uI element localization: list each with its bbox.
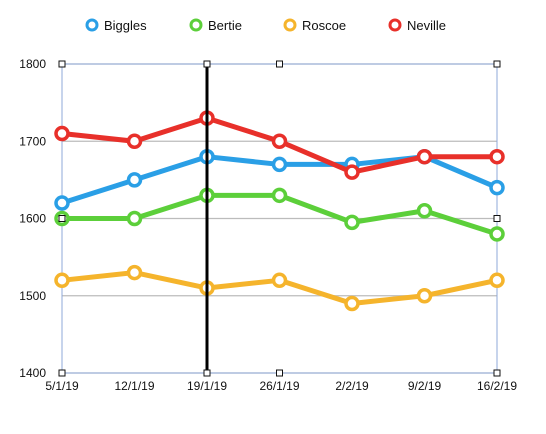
- resize-handle[interactable]: [203, 60, 211, 68]
- legend-item[interactable]: Bertie: [189, 18, 242, 33]
- y-tick-label: 1800: [19, 57, 46, 71]
- legend-label: Neville: [407, 18, 446, 33]
- selection-handles[interactable]: [58, 60, 501, 377]
- resize-handle[interactable]: [276, 369, 283, 377]
- data-point: [344, 164, 360, 180]
- legend-label: Biggles: [104, 18, 147, 33]
- y-tick-label: 1500: [19, 289, 46, 303]
- x-tick-label: 2/2/19: [335, 379, 369, 393]
- data-point: [126, 133, 143, 149]
- data-point: [416, 203, 433, 219]
- data-point: [271, 272, 288, 289]
- y-tick-label: 1600: [19, 212, 46, 226]
- x-tick-label: 9/2/19: [408, 379, 442, 393]
- x-tick-label: 5/1/19: [45, 379, 79, 393]
- legend-item[interactable]: Biggles: [85, 18, 147, 33]
- data-point: [126, 264, 143, 281]
- data-point: [271, 156, 288, 173]
- data-point: [489, 148, 505, 165]
- resize-handle[interactable]: [276, 60, 283, 68]
- legend-marker: [85, 18, 99, 32]
- resize-handle[interactable]: [58, 60, 66, 68]
- x-tick-label: 19/1/19: [187, 379, 227, 393]
- data-point: [344, 214, 360, 231]
- legend-item[interactable]: Neville: [388, 18, 446, 33]
- legend-marker: [388, 18, 402, 32]
- data-point: [416, 148, 433, 165]
- resize-handle[interactable]: [203, 369, 211, 377]
- legend: Biggles Bertie Roscoe Neville: [85, 18, 446, 33]
- y-axis: 1400 1500 1600 1700 1800: [19, 57, 46, 380]
- data-point: [54, 125, 70, 142]
- data-point: [54, 195, 70, 211]
- resize-handle[interactable]: [58, 369, 66, 377]
- legend-marker: [189, 18, 203, 32]
- data-point: [416, 288, 433, 304]
- legend-label: Bertie: [208, 18, 242, 33]
- data-point: [126, 172, 143, 188]
- series-bertie: [54, 187, 505, 242]
- y-tick-label: 1400: [19, 366, 46, 380]
- data-point: [54, 272, 70, 289]
- x-axis: 5/1/19 12/1/19 19/1/19 26/1/19 2/2/19 9/2/19 1…: [45, 379, 517, 393]
- series-roscoe: [54, 264, 505, 312]
- data-point: [489, 179, 505, 196]
- data-point: [344, 295, 360, 312]
- x-tick-label: 12/1/19: [114, 379, 154, 393]
- x-tick-label: 26/1/19: [259, 379, 299, 393]
- y-tick-label: 1700: [19, 134, 46, 148]
- data-point: [489, 226, 505, 242]
- data-point: [489, 272, 505, 289]
- x-tick-label: 16/2/19: [477, 379, 517, 393]
- data-point: [126, 210, 143, 227]
- series-neville: [54, 110, 505, 180]
- resize-handle[interactable]: [493, 60, 501, 68]
- legend-label: Roscoe: [302, 18, 346, 33]
- legend-item[interactable]: Roscoe: [283, 18, 346, 33]
- legend-marker: [283, 18, 297, 32]
- data-point: [271, 133, 288, 149]
- resize-handle[interactable]: [58, 215, 66, 222]
- data-point: [271, 187, 288, 204]
- resize-handle[interactable]: [493, 215, 501, 222]
- resize-handle[interactable]: [493, 369, 501, 377]
- series-layer: [54, 110, 505, 312]
